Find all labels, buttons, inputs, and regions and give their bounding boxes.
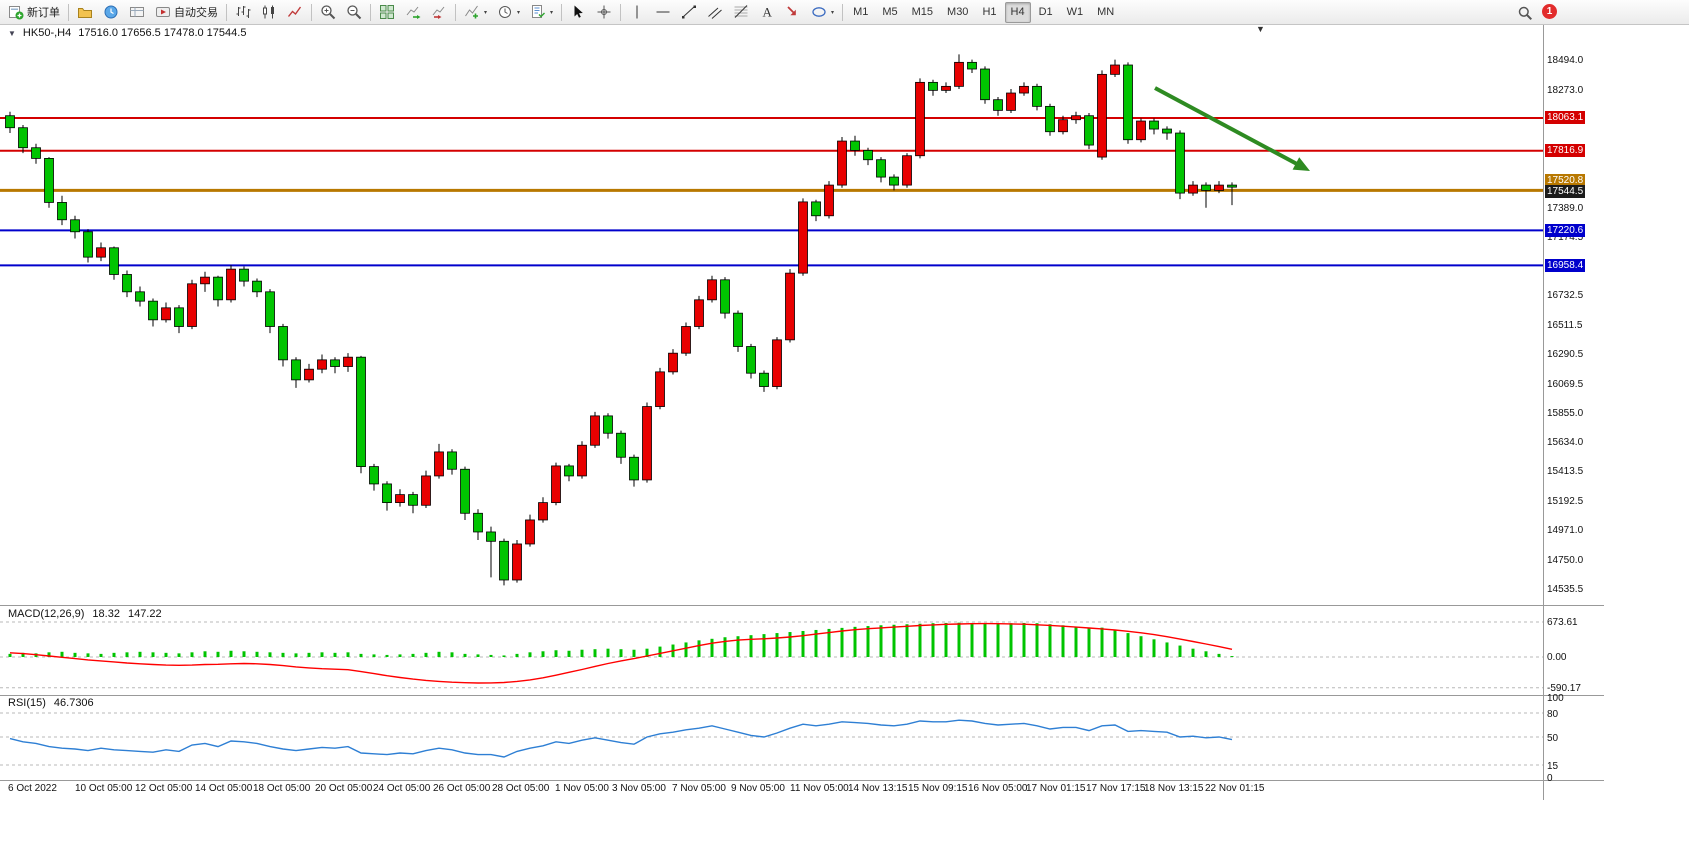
timeframe-m15-button[interactable]: M15 (906, 2, 939, 23)
indicators-button[interactable]: ▾ (460, 2, 491, 23)
chart-shift-button[interactable] (427, 2, 451, 23)
zoom-out-button[interactable] (342, 2, 366, 23)
autotrade-icon (155, 4, 171, 20)
tile-windows-icon (379, 4, 395, 20)
price-axis[interactable] (1544, 25, 1604, 780)
crosshair-button[interactable] (592, 2, 616, 23)
time-axis[interactable] (0, 781, 1543, 799)
data-window-icon (129, 4, 145, 20)
vline-icon (629, 4, 645, 20)
autotrade-button-label: 自动交易 (174, 7, 218, 19)
timeframe-h1-button[interactable]: H1 (976, 2, 1002, 23)
toolbar-separator (226, 3, 227, 21)
new-order-button-label: 新订单 (27, 7, 60, 19)
bar-chart-icon (235, 4, 251, 20)
shapes-button[interactable]: ▾ (807, 2, 838, 23)
timeframe-h4-button[interactable]: H4 (1004, 1, 1031, 23)
timeframe-m30-button[interactable]: M30 (941, 2, 974, 23)
new-order-button[interactable]: 新订单 (4, 2, 64, 23)
fibonacci-icon (733, 4, 749, 20)
shapes-icon (811, 4, 827, 20)
hline-button[interactable] (651, 2, 675, 23)
toolbar-separator (620, 3, 622, 21)
zoom-out-icon (346, 4, 362, 20)
indicators-icon (464, 4, 480, 20)
auto-scroll-icon (405, 4, 421, 20)
chevron-down-icon: ▾ (484, 9, 488, 16)
text-button[interactable]: A (755, 2, 779, 23)
trendline-button[interactable] (677, 2, 701, 23)
trendline-icon (681, 4, 697, 20)
line-chart-button[interactable] (283, 2, 307, 23)
toolbar-separator (842, 3, 844, 21)
profiles-icon (77, 4, 93, 20)
arrows-button[interactable] (781, 2, 805, 23)
svg-text:A: A (763, 5, 773, 20)
chevron-down-icon: ▾ (831, 9, 835, 16)
data-window-button[interactable] (125, 2, 149, 23)
search-icon (1517, 5, 1533, 21)
candlestick-button[interactable] (257, 2, 281, 23)
auto-scroll-button[interactable] (401, 2, 425, 23)
chevron-down-icon: ▾ (550, 9, 554, 16)
candlestick-icon (261, 4, 277, 20)
periods-button[interactable]: ▾ (493, 2, 524, 23)
notification-badge[interactable]: 1 (1542, 4, 1557, 19)
chevron-down-icon: ▾ (517, 9, 521, 16)
zoom-in-icon (320, 4, 336, 20)
market-watch-button[interactable] (99, 2, 123, 23)
toolbar-separator (311, 3, 312, 21)
arrows-icon (785, 4, 801, 20)
text-icon: A (759, 4, 775, 20)
toolbar: 新订单 自动交易 ▾ ▾ ▾ A ▾ M1 M5 M15 M30 H1 H4 D1 W1 MN 1 (0, 0, 1689, 25)
cursor-button[interactable] (566, 2, 590, 23)
toolbar-separator (68, 3, 69, 21)
timeframe-w1-button[interactable]: W1 (1061, 2, 1090, 23)
periods-icon (497, 4, 513, 20)
timeframe-m1-button[interactable]: M1 (847, 2, 874, 23)
notification-count: 1 (1546, 6, 1553, 17)
tile-windows-button[interactable] (375, 2, 399, 23)
chart-shift-icon (431, 4, 447, 20)
profiles-button[interactable] (73, 2, 97, 23)
toolbar-separator (455, 3, 456, 21)
hline-icon (655, 4, 671, 20)
toolbar-separator (370, 3, 371, 21)
search-button[interactable] (1513, 3, 1539, 23)
crosshair-icon (596, 4, 612, 20)
new-order-icon (8, 4, 24, 20)
templates-icon (530, 4, 546, 20)
templates-button[interactable]: ▾ (526, 2, 557, 23)
vline-button[interactable] (625, 2, 649, 23)
autotrade-button[interactable]: 自动交易 (151, 2, 222, 23)
toolbar-separator (561, 3, 563, 21)
timeframe-m5-button[interactable]: M5 (876, 2, 903, 23)
bar-chart-button[interactable] (231, 2, 255, 23)
cursor-icon (570, 4, 586, 20)
fibonacci-button[interactable] (729, 2, 753, 23)
timeframe-d1-button[interactable]: D1 (1033, 2, 1059, 23)
channel-icon (707, 4, 723, 20)
line-chart-icon (287, 4, 303, 20)
market-watch-icon (103, 4, 119, 20)
zoom-in-button[interactable] (316, 2, 340, 23)
toolbar-buttons: 新订单 自动交易 ▾ ▾ ▾ A ▾ M1 M5 M15 M30 H1 H4 D1 W1 MN (3, 1, 1121, 23)
channel-button[interactable] (703, 2, 727, 23)
timeframe-mn-button[interactable]: MN (1091, 2, 1120, 23)
